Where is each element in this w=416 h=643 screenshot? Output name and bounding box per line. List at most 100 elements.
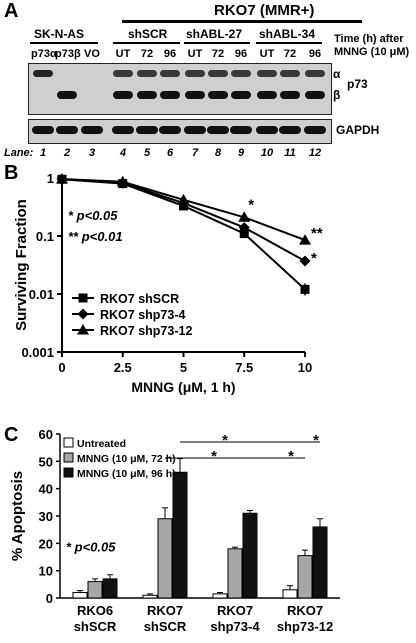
lane-number: 1 [39,147,47,159]
data-point [177,193,190,205]
bar [87,581,103,599]
x-tick-label: 10 [298,360,312,375]
legend-swatch [63,467,74,478]
lane-number: 8 [214,147,222,159]
lane-top-label: UT [259,48,275,60]
lane-number: 9 [237,147,245,159]
p73-beta-band [57,91,77,99]
significance-star: * [211,448,217,465]
bar [297,555,313,599]
bar [157,518,173,599]
y-tick-label: 10 [39,564,53,579]
p73-alpha-band [33,70,53,77]
legend-label: RKO7 shSCR [100,292,179,306]
lane-top-label: 96 [234,48,248,60]
survival-chart: 1 0.1 0.01 0.001 0 2.5 5 7.5 10 MNNG (μM, 1 h) Sur… [13,171,323,395]
significance-star: * [311,250,317,267]
bar [227,548,243,599]
panel-c-letter: C [4,424,19,446]
lane-number: 7 [191,147,199,159]
x-tick-label: 2.5 [114,360,132,375]
p73-beta-band [185,91,205,99]
gapdh-band [81,126,103,134]
lane-number: 4 [119,147,127,159]
p73-beta-band [208,91,228,99]
y-tick-label: 20 [39,536,53,551]
bar [172,471,188,599]
significance-star: ** [311,225,323,242]
group-shscr: shSCR [128,27,168,41]
legend-swatch [63,437,74,448]
rko7-header: RKO7 (MMR+) [214,2,315,19]
bar [282,589,298,599]
lane-number: 12 [308,147,322,159]
y-tick-label: 40 [39,482,53,497]
lane-number: 3 [88,147,96,159]
category-label: shp73-4 [210,619,260,634]
p-value-annotation: ** p<0.01 [68,229,123,244]
category-label: RKO7 [217,603,253,618]
gapdh-band [230,126,252,134]
legend-label: MNNG (10 μM, 96 h) [77,468,176,480]
lane-top-label: 72 [283,48,297,60]
lane-number: 11 [284,147,296,159]
y-tick-label: 0.01 [29,287,54,302]
gapdh-band [304,126,326,134]
y-axis-label: Surviving Fraction [13,199,30,331]
category-label: RKO7 [147,603,183,618]
legend-marker [77,324,89,335]
x-axis-label: MNNG (μM, 1 h) [131,379,235,395]
group-sknas-bar [30,42,98,44]
lane-top-label: 96 [163,48,177,60]
legend-marker [78,293,88,303]
legend-label: RKO7 shp73-4 [100,308,185,322]
p73-beta-band [113,91,133,99]
data-point [238,222,250,234]
category-label: shSCR [74,619,117,634]
y-tick-label: 60 [39,427,53,442]
p73-beta-band [137,91,157,99]
bar [212,593,228,599]
group-abl27-bar [184,42,250,44]
p73-beta-band [305,91,325,99]
band-beta-label: β [333,88,341,102]
lane-top-label: p73α [31,48,57,60]
band-alpha-label: α [333,67,341,81]
y-tick-label: 0.1 [36,229,54,244]
bar [72,592,88,599]
p73-beta-band [257,91,277,99]
lane-number: 6 [166,147,174,159]
group-abl27: shABL-27 [186,27,243,41]
bar [142,594,158,599]
lane-top-label: VO [84,48,100,60]
p73-beta-band [280,91,300,99]
gapdh-band [279,126,301,134]
legend-label: Untreated [77,438,126,450]
lane-top-label: p73β [55,48,81,60]
data-point [299,255,311,267]
gapdh-band [32,126,54,134]
p73-alpha-band [305,70,325,77]
p73-alpha-band [137,70,157,77]
category-label: RKO7 [287,603,323,618]
p-value-annotation: * p<0.05 [68,208,118,223]
p73-beta-band [160,91,180,99]
y-tick-label: 30 [39,509,53,524]
gapdh-band [256,126,278,134]
significance-star: * [288,448,294,465]
category-label: shSCR [144,619,187,634]
y-tick-label: 1 [47,171,54,186]
y-tick-label: 0 [46,591,53,606]
group-abl34: shABL-34 [259,27,316,41]
bar [312,526,328,599]
gapdh-band [136,126,158,134]
p73-alpha-band [185,70,205,77]
lane-number: 5 [143,147,151,159]
y-tick-label: 50 [39,454,53,469]
legend-label: RKO7 shp73-12 [100,324,192,338]
significance-star: * [222,432,228,449]
x-tick-label: 7.5 [235,360,253,375]
lane-top-label: UT [115,48,131,60]
lane-number: 10 [260,147,274,159]
bar [242,512,258,599]
